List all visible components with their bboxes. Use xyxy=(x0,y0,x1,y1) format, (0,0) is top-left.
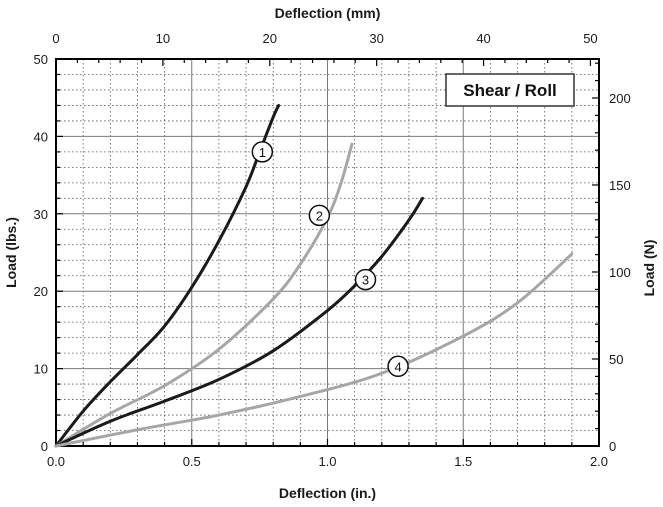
marker-circle xyxy=(308,204,331,227)
series-layer xyxy=(54,103,574,448)
series-line-3 xyxy=(54,196,425,448)
marker-circle xyxy=(354,268,377,291)
right-y-tick-label: 50 xyxy=(609,352,623,367)
top-x-tick-label: 10 xyxy=(156,31,170,46)
series-marker-2: 2 xyxy=(308,204,331,227)
y-tick-label: 50 xyxy=(34,52,48,67)
y-tick-label: 0 xyxy=(41,439,48,454)
series-line-4 xyxy=(54,252,574,448)
top-x-tick-label: 40 xyxy=(476,31,490,46)
right-y-tick-label: 150 xyxy=(609,178,631,193)
y-tick-label: 10 xyxy=(34,362,48,377)
series-line-1 xyxy=(54,103,281,448)
series-marker-4: 4 xyxy=(387,355,409,378)
marker-label: 2 xyxy=(316,208,323,223)
series-marker-3: 3 xyxy=(354,268,377,291)
x-tick-label: 2.0 xyxy=(590,454,608,469)
x-tick-label: 0.5 xyxy=(183,454,201,469)
series-line-2 xyxy=(54,142,354,448)
annotation-frame xyxy=(445,73,575,107)
annotation-box: Shear / Roll xyxy=(445,73,575,107)
right-y-tick-label: 0 xyxy=(609,439,616,454)
x-axis-title-bottom: Deflection (in.) xyxy=(279,485,376,501)
y-tick-label: 30 xyxy=(34,207,48,222)
top-x-tick-label: 20 xyxy=(263,31,277,46)
marker-label: 3 xyxy=(362,273,369,288)
right-y-tick-label: 100 xyxy=(609,265,631,280)
top-x-tick-label: 0 xyxy=(52,31,59,46)
marker-label: 4 xyxy=(394,359,401,374)
y-axis-title-right: Load (N) xyxy=(641,240,657,297)
y-tick-label: 20 xyxy=(34,284,48,299)
x-tick-label: 0.0 xyxy=(47,454,65,469)
y-tick-label: 40 xyxy=(34,129,48,144)
series-marker-1: 1 xyxy=(251,141,274,163)
top-x-tick-label: 30 xyxy=(369,31,383,46)
x-tick-label: 1.5 xyxy=(454,454,472,469)
markers: 1 2 3 4 xyxy=(251,141,409,378)
y-axis-title-left: Load (lbs.) xyxy=(3,217,19,288)
top-x-tick-label: 50 xyxy=(583,31,597,46)
marker-circle xyxy=(387,355,409,378)
x-axis-title-top: Deflection (mm) xyxy=(275,5,381,21)
marker-label: 1 xyxy=(259,145,266,160)
right-y-tick-label: 200 xyxy=(609,91,631,106)
marker-circle xyxy=(251,141,274,163)
annotation-text: Shear / Roll xyxy=(463,81,557,100)
x-tick-label: 1.0 xyxy=(318,454,336,469)
